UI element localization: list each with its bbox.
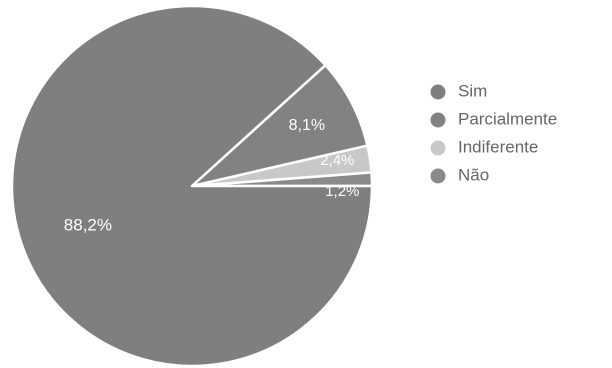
legend-label-parcialmente: Parcialmente [458, 109, 557, 128]
legend-label-sim: Sim [458, 81, 487, 100]
legend-swatch-parcialmente [430, 112, 446, 128]
legend-swatch-indiferente [430, 140, 446, 156]
legend: Sim Parcialmente Indiferente Não [430, 81, 557, 184]
legend-label-não: Não [458, 165, 489, 184]
legend-label-indiferente: Indiferente [458, 137, 538, 156]
pie-slice-sim [10, 4, 374, 368]
slice-label-indiferente: 2,4% [320, 152, 354, 169]
pie-slice-labels: 1,2% 2,4% 8,1% 88,2% [64, 117, 360, 234]
slice-label-sim: 88,2% [64, 216, 112, 235]
slice-label-parcialmente: 8,1% [289, 117, 325, 134]
legend-swatch-sim [430, 84, 446, 100]
pie-slice-parcialmente [190, 63, 369, 188]
legend-swatch-não [430, 168, 446, 184]
pie-slices [10, 4, 374, 368]
slice-label-não: 1,2% [325, 183, 359, 200]
